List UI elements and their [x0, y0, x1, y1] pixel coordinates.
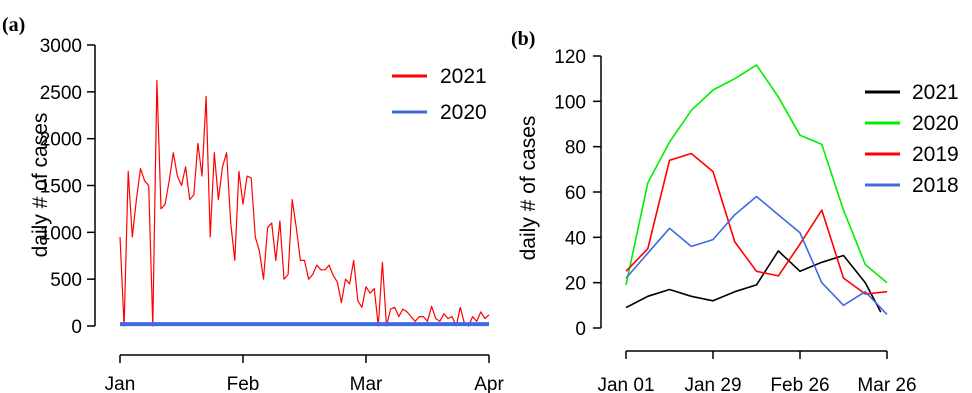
y-tick-label: 60: [565, 183, 586, 204]
y-tick-label: 120: [554, 47, 586, 68]
x-tick-label: Mar 26: [857, 375, 916, 393]
series-line-2021: [625, 250, 882, 313]
y-tick-label: 0: [71, 317, 82, 338]
series-line-2020: [625, 64, 888, 286]
x-tick-label: Feb: [227, 374, 260, 393]
panel-a-y-axis-title: daily # of cases: [29, 113, 52, 258]
legend-label-2019: 2019: [912, 143, 959, 166]
panel-a-axes: 0 500 1000 1500 2000 2500 3000 Jan Feb Mar Apr: [40, 36, 505, 393]
panel-a-series-lines: [119, 79, 490, 327]
x-tick-label: Jan 29: [684, 375, 741, 393]
legend-label-2020: 2020: [440, 101, 487, 124]
panel-b-legend: 2021 2020 2019 2018: [865, 81, 959, 197]
panel-b-chart: (b) daily # of cases 0 20 40 60 80 100 120 Jan …: [511, 28, 959, 393]
y-tick-label: 0: [575, 319, 586, 340]
y-tick-label: 2000: [40, 130, 82, 151]
x-tick-label: Jan 01: [597, 375, 654, 393]
series-line-2018: [625, 195, 888, 315]
x-tick-label: Mar: [350, 374, 383, 393]
y-tick-label: 80: [565, 138, 586, 159]
y-tick-label: 20: [565, 274, 586, 295]
legend-label-2018: 2018: [912, 174, 959, 197]
legend-label-2020: 2020: [912, 112, 959, 135]
y-tick-label: 1000: [40, 223, 82, 244]
legend-label-2021: 2021: [440, 65, 487, 88]
y-tick-label: 1500: [40, 177, 82, 198]
series-line-2021: [119, 79, 490, 327]
y-tick-label: 500: [50, 270, 82, 291]
panel-b-axes: 0 20 40 60 80 100 120 Jan 01 Jan 29 Feb 26 Mar 26: [554, 47, 916, 393]
x-tick-label: Jan: [105, 374, 136, 393]
series-line-2019: [625, 152, 888, 295]
panel-b-label: (b): [511, 28, 535, 50]
panel-a-chart: (a) daily # of cases 0 500 1000 1500 2000 250…: [2, 14, 504, 393]
panel-b-y-axis-title: daily # of cases: [517, 116, 540, 261]
x-tick-label: Apr: [474, 374, 504, 393]
y-tick-label: 3000: [40, 36, 82, 57]
y-tick-label: 100: [554, 92, 586, 113]
panel-a-label: (a): [2, 14, 25, 36]
y-tick-label: 2500: [40, 83, 82, 104]
panel-a-legend: 2021 2020: [392, 65, 487, 124]
y-tick-label: 40: [565, 228, 586, 249]
x-tick-label: Feb 26: [770, 375, 829, 393]
legend-label-2021: 2021: [912, 81, 959, 104]
panel-b-series-lines: [625, 64, 888, 315]
